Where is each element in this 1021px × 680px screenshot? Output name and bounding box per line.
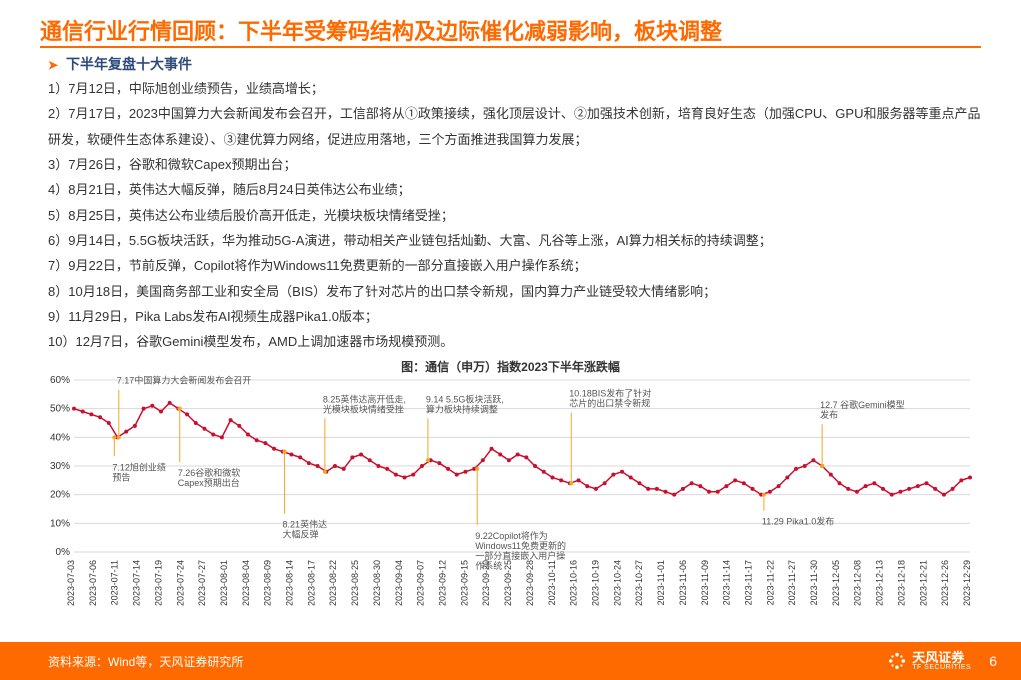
svg-text:2023-12-05: 2023-12-05	[831, 560, 841, 606]
svg-text:2023-11-09: 2023-11-09	[700, 560, 710, 605]
svg-text:2023-10-11: 2023-10-11	[547, 560, 557, 605]
footer-source: 资料来源：Wind等，天风证券研究所	[48, 653, 243, 670]
svg-text:2023-09-12: 2023-09-12	[438, 560, 448, 606]
svg-text:2023-08-04: 2023-08-04	[241, 560, 251, 606]
svg-text:8.25英伟达高开低走,: 8.25英伟达高开低走,	[323, 393, 406, 404]
event-item: 5）8月25日，英伟达公布业绩后股价高开低走，光模块板块情绪受挫；	[48, 203, 991, 228]
chart: 0% 10% 20% 30% 40% 50% 60% 2023-07-03 2023-07-06…	[40, 372, 980, 622]
svg-text:芯片的出口禁令新规: 芯片的出口禁令新规	[569, 398, 650, 409]
svg-text:2023-08-25: 2023-08-25	[350, 560, 360, 606]
svg-text:0%: 0%	[56, 547, 71, 558]
svg-text:2023-11-27: 2023-11-27	[787, 560, 797, 605]
svg-text:2023-12-13: 2023-12-13	[875, 560, 885, 606]
svg-text:2023-11-17: 2023-11-17	[743, 560, 753, 605]
svg-text:2023-10-24: 2023-10-24	[612, 560, 622, 606]
svg-text:10.18BIS发布了针对: 10.18BIS发布了针对	[569, 388, 651, 399]
brand-logo: 天风证券 TF SECURITIES	[888, 651, 971, 671]
svg-text:一部分直接嵌入用户操: 一部分直接嵌入用户操	[475, 550, 565, 561]
svg-text:2023-12-18: 2023-12-18	[896, 560, 906, 606]
svg-text:12.7 谷歌Gemini模型: 12.7 谷歌Gemini模型	[820, 399, 905, 410]
svg-text:Windows11免费更新的: Windows11免费更新的	[475, 540, 566, 551]
svg-text:大幅反弹: 大幅反弹	[283, 529, 319, 540]
svg-text:2023-09-04: 2023-09-04	[394, 560, 404, 606]
svg-text:发布: 发布	[820, 409, 838, 420]
svg-text:2023-11-22: 2023-11-22	[765, 560, 775, 605]
svg-text:Capex预期出台: Capex预期出台	[178, 477, 240, 488]
svg-text:预告: 预告	[112, 471, 130, 482]
svg-text:50%: 50%	[50, 404, 70, 415]
event-item: 2）7月17日，2023中国算力大会新闻发布会召开，工信部将从①政策接续，强化顶…	[48, 101, 991, 152]
event-item: 6）9月14日，5.5G板块活跃，华为推动5G-A演进，带动相关产业链包括灿勤、…	[48, 228, 991, 253]
svg-text:40%: 40%	[50, 432, 70, 443]
subtitle-text: 下半年复盘十大事件	[66, 56, 192, 72]
svg-text:2023-08-17: 2023-08-17	[306, 560, 316, 606]
svg-text:作系统: 作系统	[475, 560, 502, 571]
svg-text:2023-08-22: 2023-08-22	[328, 560, 338, 606]
event-item: 4）8月21日，英伟达大幅反弹，随后8月24日英伟达公布业绩；	[48, 177, 991, 202]
svg-text:7.26谷歌和微软: 7.26谷歌和微软	[178, 467, 241, 478]
subtitle: ➤ 下半年复盘十大事件	[48, 54, 192, 74]
svg-text:60%: 60%	[50, 375, 70, 386]
event-item: 3）7月26日，谷歌和微软Capex预期出台；	[48, 152, 991, 177]
svg-text:2023-08-09: 2023-08-09	[263, 560, 273, 606]
svg-text:2023-08-14: 2023-08-14	[285, 560, 295, 606]
svg-text:2023-07-06: 2023-07-06	[88, 560, 98, 606]
page-title: 通信行业行情回顾：下半年受筹码结构及边际催化减弱影响，板块调整	[40, 14, 722, 46]
event-item: 9）11月29日，Pika Labs发布AI视频生成器Pika1.0版本；	[48, 304, 991, 329]
svg-text:2023-12-29: 2023-12-29	[962, 560, 972, 606]
svg-text:2023-07-27: 2023-07-27	[197, 560, 207, 606]
svg-text:2023-11-01: 2023-11-01	[656, 560, 666, 605]
svg-text:2023-07-24: 2023-07-24	[175, 560, 185, 606]
svg-text:算力板块持续调整: 算力板块持续调整	[426, 403, 498, 414]
page-number: 6	[989, 653, 997, 669]
svg-text:20%: 20%	[50, 490, 70, 501]
title-rule	[40, 46, 981, 48]
event-item: 7）9月22日，节前反弹，Copilot将作为Windows11免费更新的一部分…	[48, 253, 991, 278]
svg-text:2023-08-01: 2023-08-01	[219, 560, 229, 606]
svg-text:2023-12-08: 2023-12-08	[853, 560, 863, 606]
event-item: 10）12月7日，谷歌Gemini模型发布，AMD上调加速器市场规模预测。	[48, 329, 991, 354]
svg-text:11.29 Pika1.0发布: 11.29 Pika1.0发布	[762, 516, 834, 527]
svg-text:2023-09-07: 2023-09-07	[416, 560, 426, 606]
svg-text:10%: 10%	[50, 518, 70, 529]
svg-text:2023-07-11: 2023-07-11	[110, 560, 120, 605]
svg-text:30%: 30%	[50, 461, 70, 472]
footer: 资料来源：Wind等，天风证券研究所 天风证券 TF SECURITIES 6	[0, 642, 1021, 680]
svg-text:2023-12-26: 2023-12-26	[940, 560, 950, 606]
svg-text:2023-09-28: 2023-09-28	[525, 560, 535, 606]
page-title-text: 通信行业行情回顾：下半年受筹码结构及边际催化减弱影响，板块调整	[40, 19, 722, 44]
svg-text:光模块板块情绪受挫: 光模块板块情绪受挫	[323, 403, 404, 414]
svg-text:2023-11-06: 2023-11-06	[678, 560, 688, 605]
brand-logo-icon	[888, 652, 906, 670]
brand-name: 天风证券	[912, 651, 971, 664]
svg-text:2023-07-19: 2023-07-19	[153, 560, 163, 606]
svg-text:9.14 5.5G板块活跃,: 9.14 5.5G板块活跃,	[426, 393, 504, 404]
svg-text:2023-07-03: 2023-07-03	[66, 560, 76, 606]
event-item: 8）10月18日，美国商务部工业和安全局（BIS）发布了针对芯片的出口禁令新规，…	[48, 279, 991, 304]
svg-text:2023-10-16: 2023-10-16	[569, 560, 579, 606]
svg-text:2023-09-25: 2023-09-25	[503, 560, 513, 606]
svg-text:2023-07-14: 2023-07-14	[132, 560, 142, 606]
svg-text:2023-11-14: 2023-11-14	[722, 560, 732, 605]
event-item: 1）7月12日，中际旭创业绩预告，业绩高增长；	[48, 76, 991, 101]
events-list: 1）7月12日，中际旭创业绩预告，业绩高增长；2）7月17日，2023中国算力大…	[48, 76, 991, 355]
svg-text:2023-11-30: 2023-11-30	[809, 560, 819, 605]
svg-text:9.22Copilot将作为: 9.22Copilot将作为	[475, 530, 548, 541]
svg-text:2023-09-15: 2023-09-15	[459, 560, 469, 606]
chart-svg: 0% 10% 20% 30% 40% 50% 60% 2023-07-03 2023-07-06…	[40, 372, 980, 622]
subtitle-arrow-icon: ➤	[48, 58, 58, 72]
svg-text:2023-10-19: 2023-10-19	[590, 560, 600, 606]
svg-text:2023-12-21: 2023-12-21	[918, 560, 928, 606]
svg-text:2023-10-27: 2023-10-27	[634, 560, 644, 606]
svg-text:7.12旭创业绩: 7.12旭创业绩	[112, 461, 166, 472]
footer-right: 天风证券 TF SECURITIES 6	[888, 651, 997, 671]
svg-text:8.21英伟达: 8.21英伟达	[283, 519, 328, 530]
brand-sub: TF SECURITIES	[912, 664, 971, 671]
svg-text:2023-08-30: 2023-08-30	[372, 560, 382, 606]
svg-text:7.17中国算力大会新闻发布会召开: 7.17中国算力大会新闻发布会召开	[117, 375, 252, 386]
